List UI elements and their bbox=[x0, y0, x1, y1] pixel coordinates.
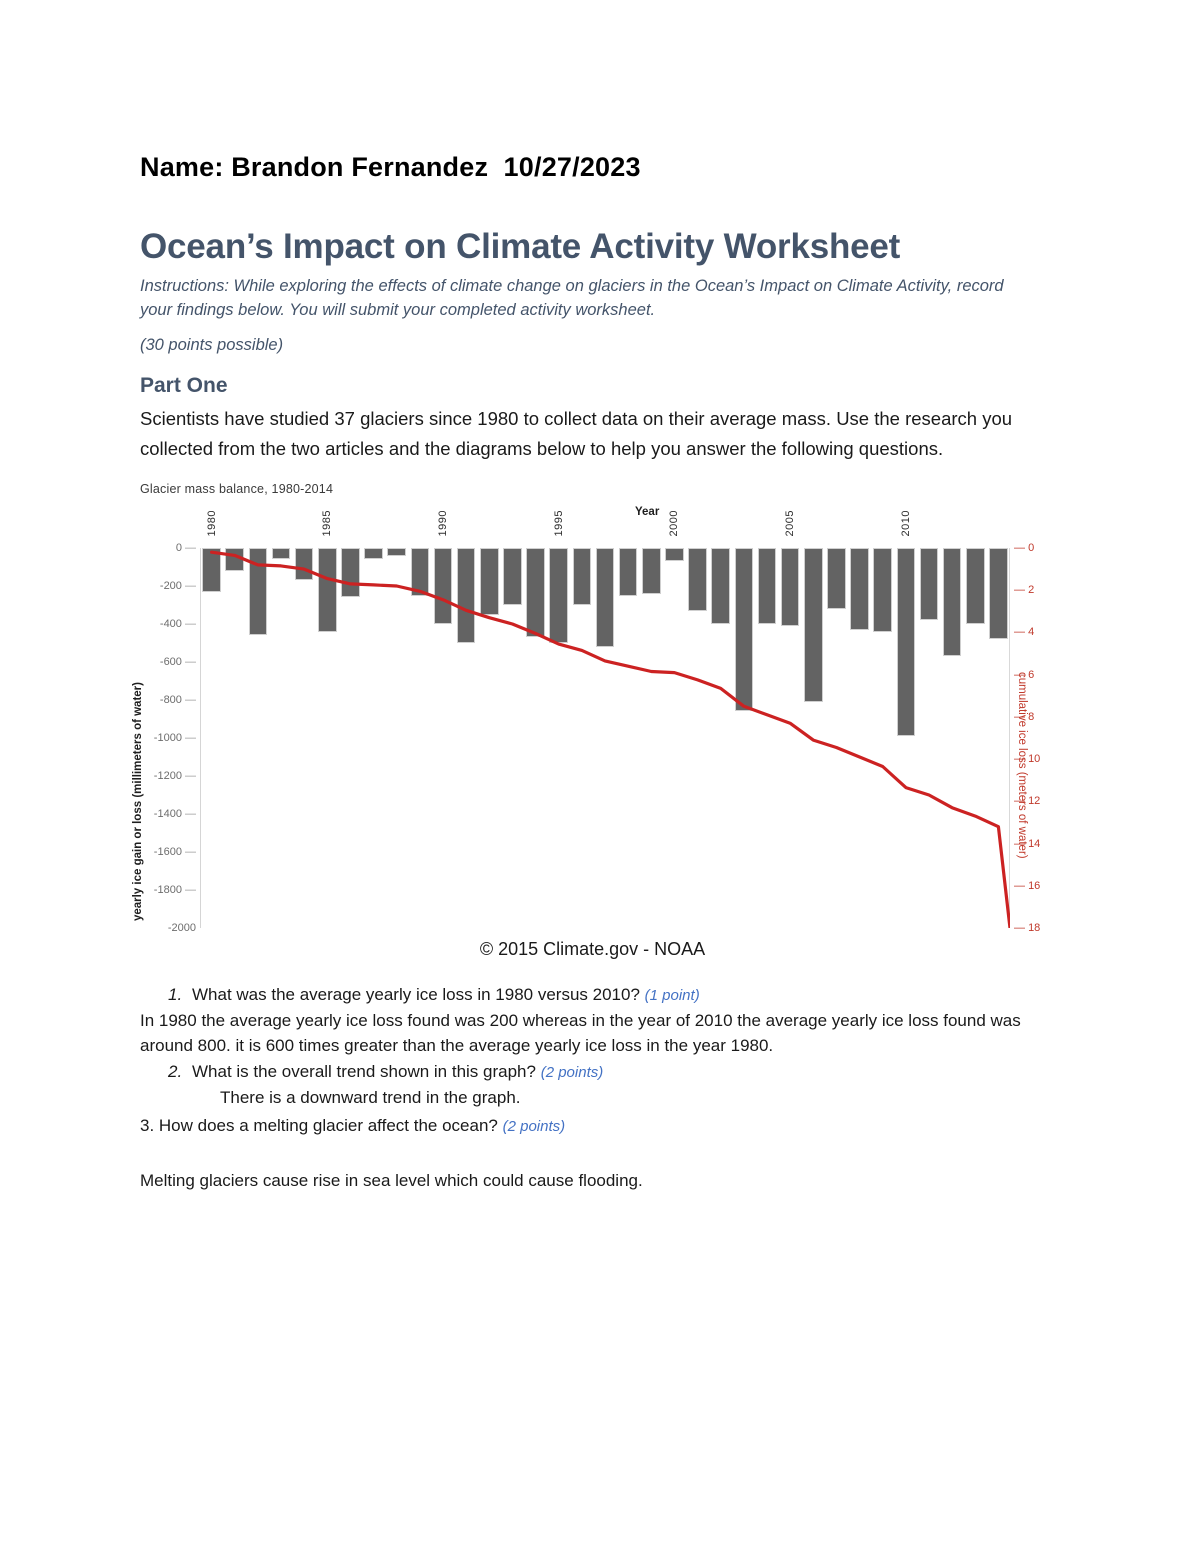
question-3-prompt: How does a melting glacier affect the oc… bbox=[158, 1116, 498, 1136]
chart-bar bbox=[665, 548, 684, 562]
chart-bar bbox=[919, 548, 939, 621]
chart-bar bbox=[642, 548, 661, 594]
chart-y-tick-left: -600 — bbox=[159, 656, 196, 669]
chart-bar bbox=[688, 548, 707, 611]
chart-bar bbox=[734, 548, 754, 712]
chart-y-tick-left: -400 — bbox=[159, 618, 196, 631]
chart-bar bbox=[318, 548, 337, 632]
chart-y-tick-left: -1200 — bbox=[153, 770, 196, 783]
chart-bar bbox=[711, 548, 730, 625]
chart-bar bbox=[549, 548, 568, 644]
chart-y-tick-left: -200 — bbox=[159, 580, 196, 593]
chart-bar bbox=[827, 548, 846, 609]
chart-bar bbox=[780, 548, 800, 626]
chart-y-axis-label-right: cumulative ice loss (meters of water) bbox=[1016, 672, 1028, 859]
instructions-text: Instructions: While exploring the effect… bbox=[140, 277, 1004, 319]
question-3-number: 3. bbox=[140, 1116, 159, 1136]
chart-y-tick-left: -1600 — bbox=[153, 846, 196, 859]
answer-2[interactable]: There is a downward trend in the graph. bbox=[220, 1087, 521, 1107]
chart-bar bbox=[804, 548, 823, 702]
chart-left-axis-line bbox=[200, 548, 201, 929]
chart-x-tick: 1980 bbox=[205, 510, 218, 537]
chart-bar bbox=[341, 548, 360, 598]
page-title: Ocean’s Impact on Climate Activity Works… bbox=[140, 227, 901, 267]
chart-y-tick-left: 0 — bbox=[175, 542, 196, 555]
chart-right-axis-line bbox=[1009, 548, 1010, 929]
questions-list: 1. What was the average yearly ice loss … bbox=[140, 982, 1040, 1191]
document-content: Name: Brandon Fernandez 10/27/2023 Ocean… bbox=[132, 0, 1052, 1191]
chart-bar bbox=[294, 548, 314, 581]
chart-bar bbox=[271, 548, 291, 560]
chart-y-tick-right: — 8 bbox=[1014, 710, 1035, 723]
question-1-text: What was the average yearly ice loss in … bbox=[192, 982, 1040, 1008]
chart-x-tick: 2005 bbox=[784, 510, 797, 537]
question-2-text: What is the overall trend shown in this … bbox=[192, 1059, 1040, 1085]
part-one-heading: Part One bbox=[140, 374, 228, 398]
chart-y-tick-right: — 18 bbox=[1014, 922, 1041, 935]
chart-bar bbox=[387, 548, 406, 556]
chart-bar bbox=[572, 548, 592, 606]
chart-bar bbox=[202, 548, 221, 592]
chart-x-tick: 1995 bbox=[552, 510, 565, 537]
question-3-points: (2 points) bbox=[502, 1118, 566, 1136]
chart-y-tick-right: — 0 bbox=[1014, 542, 1035, 555]
question-1: 1. What was the average yearly ice loss … bbox=[140, 982, 1040, 1008]
chart-y-axis-label-left: yearly ice gain or loss (millimeters of … bbox=[132, 682, 144, 922]
chart-y-tick-right: — 16 bbox=[1014, 879, 1041, 892]
chart-bar bbox=[526, 548, 545, 638]
question-1-number: 1. bbox=[168, 985, 183, 1005]
answer-3[interactable]: Melting glaciers cause rise in sea level… bbox=[140, 1170, 643, 1190]
points-possible-text: (30 points possible) bbox=[140, 336, 284, 355]
chart-x-tick: 1990 bbox=[437, 510, 449, 537]
question-2-prompt: What is the overall trend shown in this … bbox=[192, 1062, 536, 1082]
answer-1[interactable]: In 1980 the average yearly ice loss foun… bbox=[140, 1010, 1021, 1056]
chart-bar bbox=[989, 548, 1008, 640]
chart-bar bbox=[364, 548, 383, 560]
chart-x-tick: 2010 bbox=[899, 510, 912, 537]
chart-y-tick-left: -1000 — bbox=[153, 732, 196, 745]
question-2-points: (2 points) bbox=[540, 1064, 604, 1082]
glacier-mass-balance-chart: Glacier mass balance, 1980-2014 yearly i… bbox=[132, 482, 1052, 937]
chart-y-tick-right: — 14 bbox=[1014, 837, 1041, 850]
question-2: 2. What is the overall trend shown in th… bbox=[140, 1059, 1040, 1085]
chart-bar bbox=[410, 548, 430, 596]
chart-y-tick-left: -2000 bbox=[167, 922, 196, 935]
chart-y-tick-right: — 12 bbox=[1014, 795, 1041, 808]
chart-bar bbox=[503, 548, 522, 606]
chart-bar bbox=[456, 548, 476, 644]
chart-y-tick-left: -1400 — bbox=[153, 808, 196, 821]
part-one-body: Scientists have studied 37 glaciers sinc… bbox=[140, 408, 1013, 460]
figure-credit: © 2015 Climate.gov - NOAA bbox=[479, 939, 706, 960]
chart-bar bbox=[248, 548, 268, 636]
chart-bar bbox=[850, 548, 869, 630]
question-1-points: (1 point) bbox=[644, 987, 700, 1005]
chart-bar bbox=[618, 548, 638, 596]
chart-plot-area bbox=[200, 548, 1010, 929]
chart-y-tick-right: — 4 bbox=[1014, 626, 1035, 639]
chart-y-tick-left: -800 — bbox=[159, 694, 196, 707]
chart-x-tick: 1985 bbox=[321, 510, 334, 537]
question-2-number: 2. bbox=[168, 1062, 183, 1082]
question-1-prompt: What was the average yearly ice loss in … bbox=[192, 985, 640, 1005]
chart-bar bbox=[433, 548, 453, 625]
chart-bar bbox=[225, 548, 244, 571]
student-name-line: Name: Brandon Fernandez 10/27/2023 bbox=[140, 152, 641, 182]
chart-y-tick-right: — 6 bbox=[1014, 668, 1035, 681]
chart-y-tick-left: -1800 — bbox=[153, 884, 196, 897]
chart-bar bbox=[896, 548, 916, 737]
chart-x-axis-label: Year bbox=[635, 506, 660, 519]
chart-title: Glacier mass balance, 1980-2014 bbox=[140, 482, 334, 497]
question-3: 3. How does a melting glacier affect the… bbox=[140, 1113, 1040, 1139]
chart-bar bbox=[757, 548, 777, 625]
chart-bar bbox=[966, 548, 985, 625]
chart-bar bbox=[873, 548, 892, 632]
chart-y-tick-right: — 10 bbox=[1014, 753, 1041, 766]
chart-bar bbox=[480, 548, 499, 615]
chart-bar bbox=[595, 548, 615, 647]
chart-y-tick-right: — 2 bbox=[1014, 584, 1035, 597]
chart-x-tick: 2000 bbox=[668, 510, 681, 537]
chart-bar bbox=[942, 548, 962, 657]
